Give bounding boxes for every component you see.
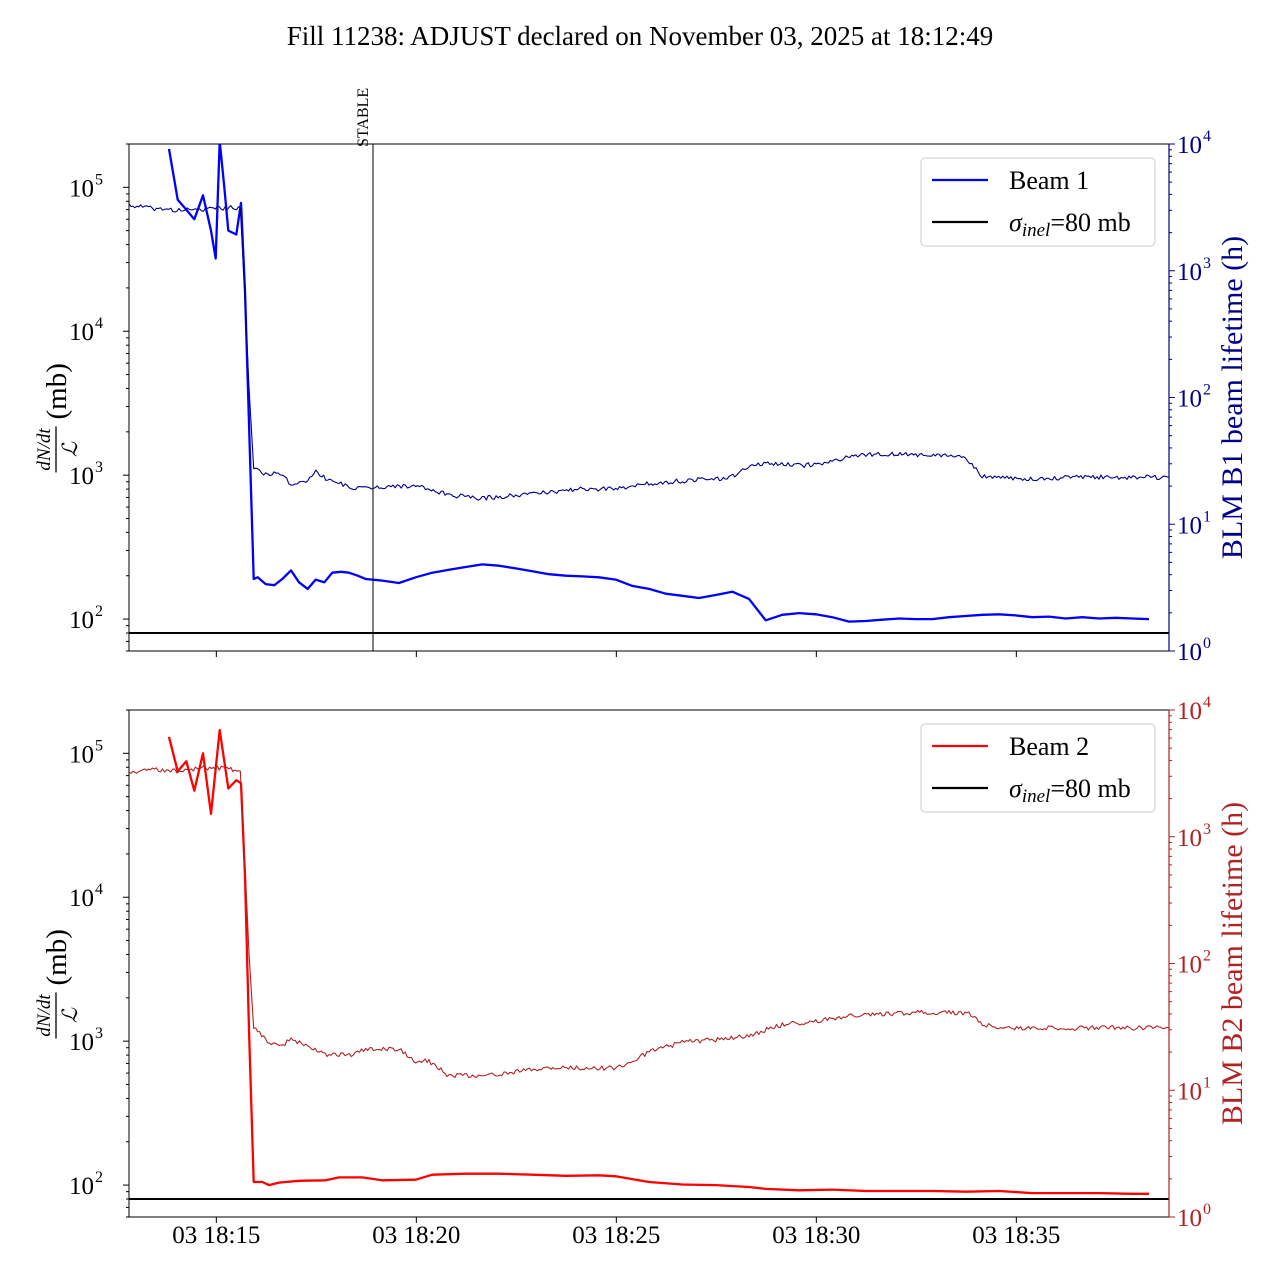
right-tick-label: 10 (1177, 132, 1202, 159)
lifetime-series-line (129, 765, 1169, 1079)
x-tick-label: 03 18:35 (972, 1222, 1060, 1249)
right-tick-exponent: 1 (1203, 508, 1211, 525)
right-tick-label: 10 (1177, 639, 1202, 666)
right-tick-exponent: 4 (1203, 694, 1211, 711)
legend-label: Beam 2 (1009, 732, 1089, 761)
legend-rest: =80 mb (1050, 774, 1130, 803)
right-axis-label: BLM B2 beam lifetime (h) (1216, 802, 1249, 1125)
left-tick-exponent: 3 (95, 1025, 103, 1042)
right-tick-label: 10 (1177, 1205, 1202, 1232)
left-tick-exponent: 5 (95, 171, 103, 188)
right-tick-exponent: 3 (1203, 821, 1211, 838)
right-tick-exponent: 1 (1203, 1074, 1211, 1091)
left-tick-label: 10 (69, 319, 94, 346)
cross-section-series-line (167, 728, 1149, 1195)
left-tick-label: 10 (69, 1173, 94, 1200)
label-unit: (mb) (41, 929, 73, 985)
cross-section-series-line (167, 144, 1150, 623)
right-tick-exponent: 4 (1203, 128, 1211, 145)
left-axis-label: dN/dt ℒ (mb) (34, 363, 82, 473)
lifetime-series-line (129, 203, 1169, 501)
left-tick-label: 10 (69, 885, 94, 912)
right-tick-label: 10 (1177, 1078, 1202, 1105)
left-axis-label: dN/dt ℒ (mb) (34, 929, 82, 1039)
left-tick-label: 10 (69, 175, 94, 202)
legend-label: σinel=80 mb (1009, 208, 1131, 241)
left-tick-exponent: 4 (95, 315, 103, 332)
x-tick-label: 03 18:15 (172, 1222, 260, 1249)
left-tick-label: 10 (69, 607, 94, 634)
figure-title: Fill 11238: ADJUST declared on November … (287, 21, 993, 51)
legend-label: Beam 1 (1009, 166, 1089, 195)
right-tick-exponent: 2 (1203, 948, 1211, 965)
right-axis-label: BLM B1 beam lifetime (h) (1216, 236, 1249, 559)
left-tick-exponent: 5 (95, 737, 103, 754)
label-unit: (mb) (41, 363, 73, 419)
x-tick-label: 03 18:20 (372, 1222, 460, 1249)
left-tick-exponent: 3 (95, 459, 103, 476)
panel-bottom: 03 18:15 03 18:20 03 18:25 03 18:30 03 18:35… (34, 694, 1249, 1249)
right-tick-label: 10 (1177, 386, 1202, 413)
legend-subscript: inel (1022, 220, 1051, 241)
left-tick-label: 10 (69, 1029, 94, 1056)
label-numerator: dN/dt (34, 994, 55, 1037)
x-tick-label: 03 18:30 (772, 1222, 860, 1249)
right-tick-label: 10 (1177, 259, 1202, 286)
right-tick-label: 10 (1177, 825, 1202, 852)
legend-sigma: σ (1009, 774, 1023, 803)
left-tick-label: 10 (69, 741, 94, 768)
left-tick-exponent: 2 (95, 603, 103, 620)
stable-marker-label: STABLE (355, 88, 372, 147)
legend-subscript: inel (1022, 786, 1051, 807)
right-tick-exponent: 2 (1203, 382, 1211, 399)
x-tick-label: 03 18:25 (572, 1222, 660, 1249)
right-tick-label: 10 (1177, 952, 1202, 979)
left-tick-label: 10 (69, 463, 94, 490)
right-tick-exponent: 3 (1203, 255, 1211, 272)
left-tick-exponent: 2 (95, 1169, 103, 1186)
legend-rest: =80 mb (1050, 208, 1130, 237)
label-numerator: dN/dt (34, 428, 55, 471)
left-tick-exponent: 4 (95, 881, 103, 898)
label-denominator: ℒ (58, 1007, 82, 1023)
right-tick-exponent: 0 (1203, 635, 1211, 652)
right-tick-label: 10 (1177, 512, 1202, 539)
legend-label: σinel=80 mb (1009, 774, 1131, 807)
legend-sigma: σ (1009, 208, 1023, 237)
label-denominator: ℒ (58, 441, 82, 457)
right-tick-exponent: 0 (1203, 1201, 1211, 1218)
right-tick-label: 10 (1177, 698, 1202, 725)
